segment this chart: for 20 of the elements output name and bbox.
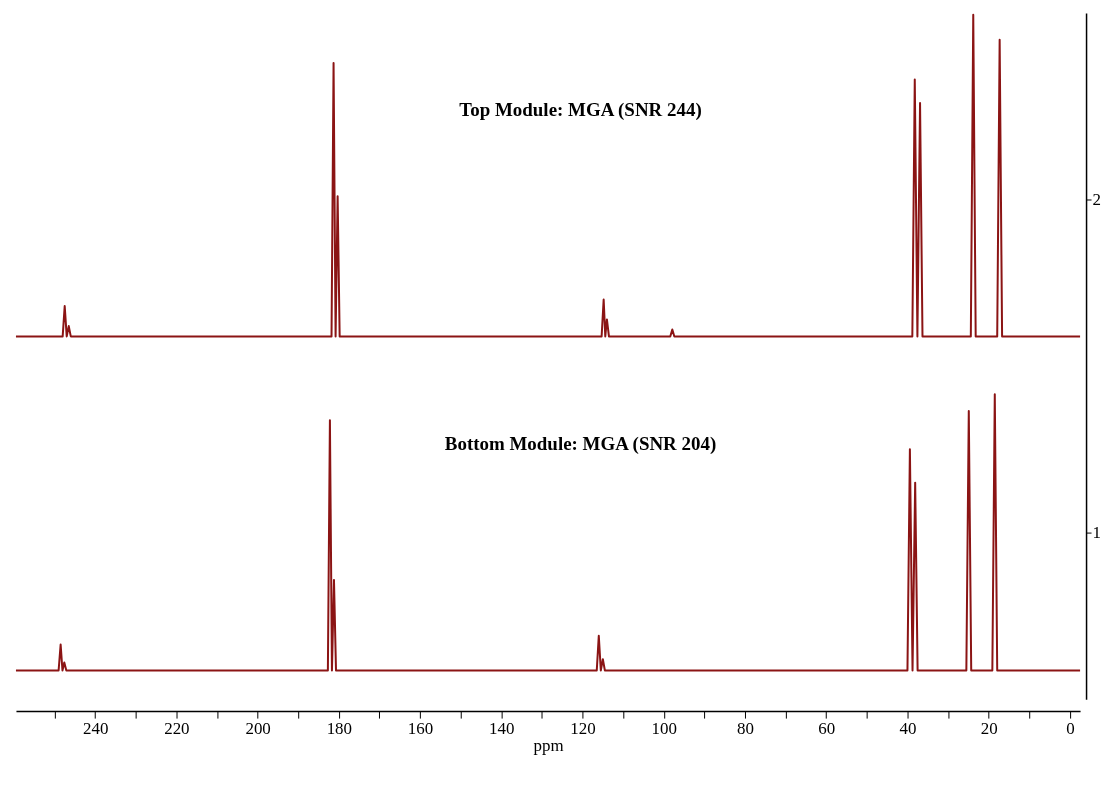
x-tick-label: 180	[326, 718, 353, 738]
line-series	[14, 13, 1082, 338]
annotation: Bottom Module: MGA (SNR 204)	[444, 432, 717, 455]
x-tick-label: 80	[737, 718, 754, 738]
x-tick-label: 240	[82, 718, 109, 738]
annotation: Top Module: MGA (SNR 244)	[459, 98, 702, 121]
x-tick-label: 220	[164, 718, 190, 738]
x-axis-title: ppm	[533, 736, 564, 756]
x-tick-label: 100	[651, 718, 677, 738]
x-tick-label: 160	[407, 718, 434, 738]
x-tick-label: 140	[489, 718, 515, 738]
y-tick-label: 1	[1092, 523, 1102, 543]
y-tick-label: 2	[1092, 190, 1102, 209]
x-tick-label: 120	[570, 718, 596, 738]
x-tick-label: 20	[980, 718, 998, 738]
x-tick-label: 0	[1066, 718, 1075, 738]
x-tick-label: 200	[245, 718, 271, 738]
x-tick-label: 60	[818, 718, 836, 738]
x-tick-label: 40	[899, 718, 917, 738]
line-series	[14, 393, 1082, 672]
